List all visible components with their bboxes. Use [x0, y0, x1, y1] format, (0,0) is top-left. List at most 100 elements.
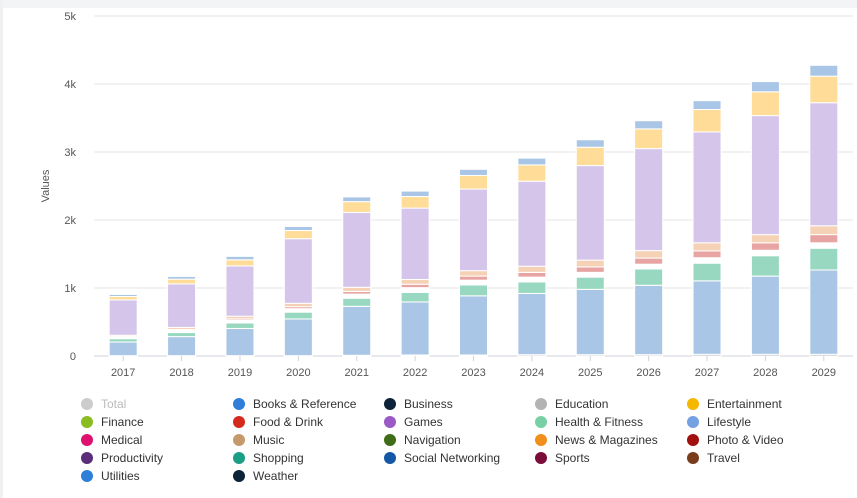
bar-segment[interactable]: [400, 190, 430, 198]
bar-segment[interactable]: [459, 279, 488, 286]
bar-segment[interactable]: [634, 128, 664, 150]
bar-segment[interactable]: [634, 257, 664, 265]
legend-item[interactable]: News & Magazines: [535, 431, 658, 449]
legend-item[interactable]: Utilities: [81, 467, 140, 485]
bar-segment[interactable]: [283, 238, 313, 304]
bar-segment[interactable]: [459, 188, 488, 272]
bar-segment[interactable]: [692, 262, 722, 282]
bar-segment[interactable]: [400, 301, 430, 356]
legend-item[interactable]: Music: [233, 431, 284, 449]
bar-segment[interactable]: [459, 174, 488, 190]
bar-segment[interactable]: [809, 234, 839, 244]
legend-item[interactable]: Weather: [233, 467, 298, 485]
bar-segment[interactable]: [342, 196, 372, 203]
bar-segment[interactable]: [634, 148, 664, 252]
bar-segment[interactable]: [575, 146, 605, 167]
bar-segment[interactable]: [809, 269, 839, 355]
bar-segment[interactable]: [692, 100, 722, 111]
bar-segment[interactable]: [283, 318, 313, 357]
legend-item[interactable]: Food & Drink: [233, 413, 323, 431]
bar-segment[interactable]: [517, 265, 547, 273]
bar-segment[interactable]: [809, 102, 839, 227]
bar-segment[interactable]: [283, 230, 313, 240]
bar-segment[interactable]: [342, 293, 372, 299]
bar-segment[interactable]: [167, 336, 197, 357]
bar-segment[interactable]: [400, 291, 430, 303]
bar-segment[interactable]: [750, 249, 780, 257]
bar-segment[interactable]: [400, 279, 430, 285]
bar-segment[interactable]: [575, 259, 605, 268]
legend-item[interactable]: Social Networking: [384, 449, 500, 467]
bar-segment[interactable]: [342, 212, 372, 288]
bar-segment[interactable]: [575, 271, 605, 278]
legend-item[interactable]: Education: [535, 395, 608, 413]
legend-item[interactable]: Travel: [687, 449, 740, 467]
bar-segment[interactable]: [283, 225, 313, 232]
bar-segment[interactable]: [400, 207, 430, 281]
bar-segment[interactable]: [692, 242, 722, 252]
bar-segment[interactable]: [750, 115, 780, 236]
bar-segment[interactable]: [517, 276, 547, 283]
legend-item[interactable]: Photo & Video: [687, 431, 784, 449]
bar-segment[interactable]: [108, 341, 138, 357]
legend-item[interactable]: Health & Fitness: [535, 413, 643, 431]
bar-segment[interactable]: [342, 201, 372, 214]
legend-item[interactable]: Business: [384, 395, 453, 413]
legend-item[interactable]: Finance: [81, 413, 144, 431]
bar-segment[interactable]: [750, 234, 780, 244]
legend-item[interactable]: Entertainment: [687, 395, 782, 413]
bar-segment[interactable]: [809, 225, 839, 236]
bar-segment[interactable]: [167, 283, 197, 328]
bar-segment[interactable]: [692, 280, 722, 355]
bar-segment[interactable]: [692, 109, 722, 133]
bar-segment[interactable]: [575, 276, 605, 290]
bar-segment[interactable]: [750, 81, 780, 93]
bar-segment[interactable]: [342, 297, 372, 307]
bar-segment[interactable]: [225, 255, 255, 261]
bar-segment[interactable]: [575, 165, 605, 261]
bar-segment[interactable]: [809, 64, 839, 77]
bar-segment[interactable]: [517, 157, 547, 166]
bar-segment[interactable]: [342, 305, 372, 356]
bar-segment[interactable]: [750, 255, 780, 277]
bar-segment[interactable]: [809, 75, 839, 104]
legend-item[interactable]: Books & Reference: [233, 395, 356, 413]
bar-segment[interactable]: [459, 295, 488, 356]
bar-segment[interactable]: [225, 322, 255, 329]
bar-segment[interactable]: [108, 338, 138, 343]
bar-segment[interactable]: [167, 332, 197, 338]
bar-segment[interactable]: [400, 287, 430, 293]
bar-segment[interactable]: [634, 263, 664, 270]
bar-segment[interactable]: [634, 284, 664, 356]
legend-item[interactable]: Navigation: [384, 431, 461, 449]
bar-segment[interactable]: [809, 247, 839, 271]
bar-segment[interactable]: [517, 180, 547, 267]
bar-segment[interactable]: [517, 281, 547, 294]
bar-segment[interactable]: [167, 278, 197, 285]
legend-item[interactable]: Shopping: [233, 449, 304, 467]
bar-segment[interactable]: [225, 259, 255, 267]
bar-segment[interactable]: [283, 302, 313, 308]
bar-segment[interactable]: [459, 270, 488, 277]
bar-segment[interactable]: [517, 271, 547, 278]
bar-segment[interactable]: [459, 275, 488, 281]
bar-segment[interactable]: [517, 164, 547, 182]
bar-segment[interactable]: [692, 250, 722, 259]
legend-item[interactable]: Total: [81, 395, 126, 413]
bar-segment[interactable]: [283, 308, 313, 313]
bar-segment[interactable]: [108, 293, 138, 297]
bar-segment[interactable]: [750, 242, 780, 251]
bar-segment[interactable]: [225, 327, 255, 357]
bar-segment[interactable]: [342, 286, 372, 292]
bar-segment[interactable]: [809, 242, 839, 249]
bar-segment[interactable]: [634, 250, 664, 259]
bar-segment[interactable]: [517, 292, 547, 356]
bar-segment[interactable]: [459, 284, 488, 297]
bar-segment[interactable]: [692, 131, 722, 244]
legend-item[interactable]: Lifestyle: [687, 413, 751, 431]
legend-item[interactable]: Games: [384, 413, 443, 431]
bar-segment[interactable]: [108, 299, 138, 336]
bar-segment[interactable]: [575, 288, 605, 356]
bar-segment[interactable]: [750, 91, 780, 117]
bar-segment[interactable]: [108, 296, 138, 301]
